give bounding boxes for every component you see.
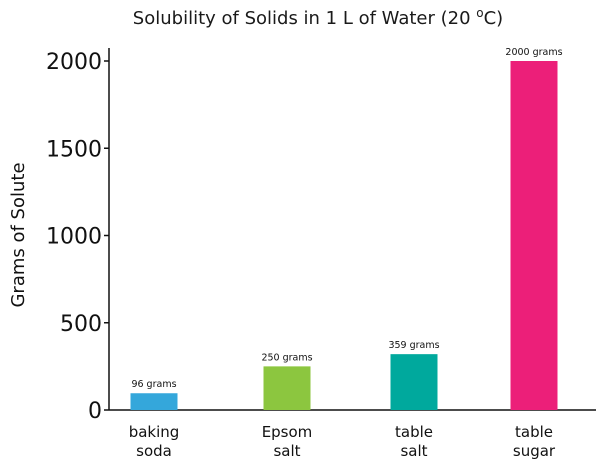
chart-title-superscript: o <box>476 6 483 20</box>
x-tick-label-line: sugar <box>513 442 556 460</box>
data-label-baking-soda: 96 grams <box>131 379 176 390</box>
x-tick-label-baking-soda: baking soda <box>129 423 180 460</box>
y-tick-label-0: 0 <box>88 399 102 424</box>
data-label-Epsom-salt: 250 grams <box>261 352 312 363</box>
x-tick-label-line: Epsom <box>262 423 313 441</box>
y-axis-label: Grams of Solute <box>8 162 29 307</box>
y-tick-label-500: 500 <box>60 312 102 337</box>
bar-baking-soda <box>130 393 178 410</box>
x-tick-label-Epsom-salt: Epsom salt <box>262 423 313 460</box>
x-tick-label-line: soda <box>136 442 172 460</box>
x-tick-label-table-salt: table salt <box>395 423 433 460</box>
x-tick-label-line: salt <box>400 442 427 460</box>
chart-title: Solubility of Solids in 1 L of Water (20… <box>133 6 503 29</box>
y-tick-label-1500: 1500 <box>46 137 102 162</box>
x-tick-label-line: table <box>515 423 553 441</box>
data-labels: 96 grams 250 grams 359 grams 2000 grams <box>131 47 562 390</box>
x-tick-label-line: baking <box>129 423 180 441</box>
chart-title-end: C) <box>484 8 504 29</box>
x-tick-label-table-sugar: table sugar <box>513 423 556 460</box>
data-label-table-sugar: 2000 grams <box>505 47 562 58</box>
y-tick-label-1000: 1000 <box>46 225 102 250</box>
bar-Epsom-salt <box>263 366 311 410</box>
y-tick-label-2000: 2000 <box>46 50 102 75</box>
x-tick-label-line: table <box>395 423 433 441</box>
chart-title-main: Solubility of Solids in 1 L of Water (20 <box>133 8 476 29</box>
data-label-table-salt: 359 grams <box>388 340 439 351</box>
x-tick-label-line: salt <box>273 442 300 460</box>
bar-table-salt <box>390 354 438 410</box>
bar-table-sugar <box>510 61 558 410</box>
y-axis: 0 500 1000 1500 2000 <box>46 48 110 424</box>
bars <box>130 61 558 410</box>
